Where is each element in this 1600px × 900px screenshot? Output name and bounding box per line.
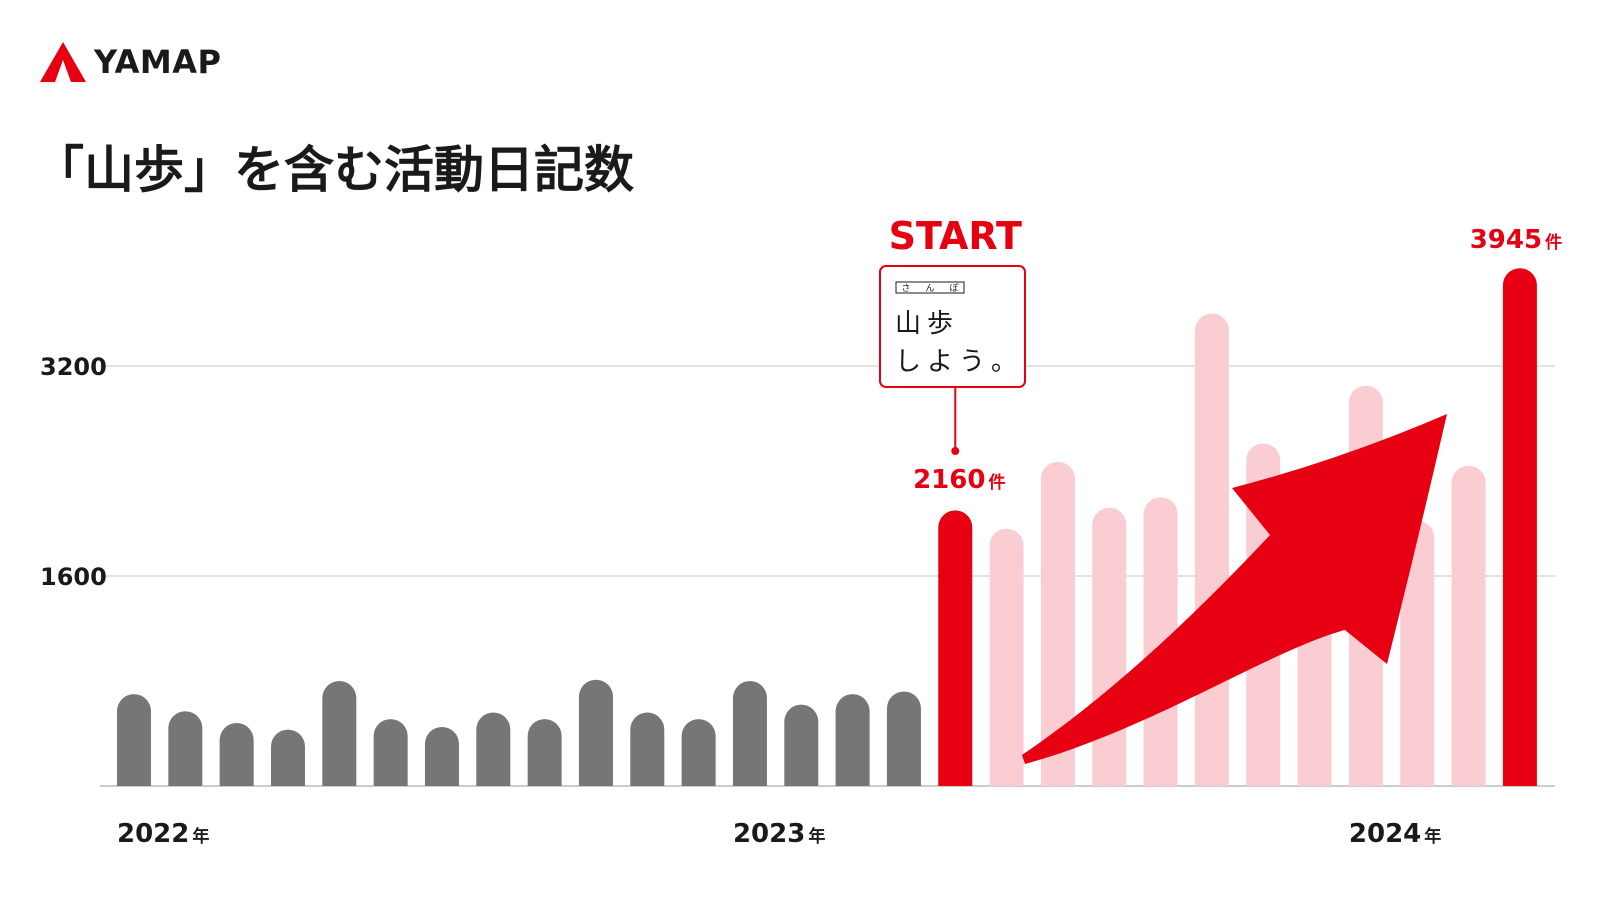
x-year-label: 2022 年 [117,819,209,849]
connector-dot [951,447,960,455]
bar [373,719,408,786]
yamap-logo: YAMAP [40,40,221,84]
campaign-line1-char: 歩 [927,309,953,339]
bar [527,719,562,786]
brand-name: YAMAP [94,43,222,81]
bar [424,726,459,786]
bar [168,711,203,786]
bar [476,712,511,786]
start-value-label: 2160 件 [913,465,1005,495]
x-year-label: 2024 年 [1349,819,1441,849]
page-title: 「山歩」を含む活動日記数 [34,141,634,199]
bar [886,691,921,786]
bar [784,704,819,786]
bar [1451,465,1486,786]
bar [681,719,716,786]
bar [1400,520,1435,786]
bar [322,681,357,786]
x-year-label: 2023 年 [733,819,825,849]
latest-value-label: 3945 件 [1470,225,1562,255]
start-label: START [889,214,1022,258]
campaign-ruby-char: ぽ [949,283,958,294]
mountain-logo-icon [40,42,86,82]
bar [1194,313,1229,786]
campaign-line2-char: う [959,347,985,377]
campaign-ruby-char: ん [925,283,934,294]
bar [989,528,1024,786]
campaign-box [879,265,1026,388]
bar [938,510,973,786]
bar [117,694,151,786]
growth-arrow-icon [1022,414,1447,764]
y-tick-label: 3200 [40,353,107,381]
bar [578,679,613,786]
bar [630,712,665,786]
bar [732,681,767,786]
campaign-line1-char: 山 [895,309,921,339]
bar [1502,268,1537,787]
campaign-ruby-char: さ [901,283,910,294]
campaign-line2-char: し [895,347,921,377]
campaign-ruby-frame [895,281,965,294]
campaign-line2-char: よ [927,347,953,377]
bar [1040,461,1075,786]
bar [1092,507,1127,786]
bar [835,694,870,786]
campaign-line2-char: 。 [991,347,1017,377]
bar [270,729,305,786]
bar [219,723,254,786]
y-tick-label: 1600 [40,563,107,591]
